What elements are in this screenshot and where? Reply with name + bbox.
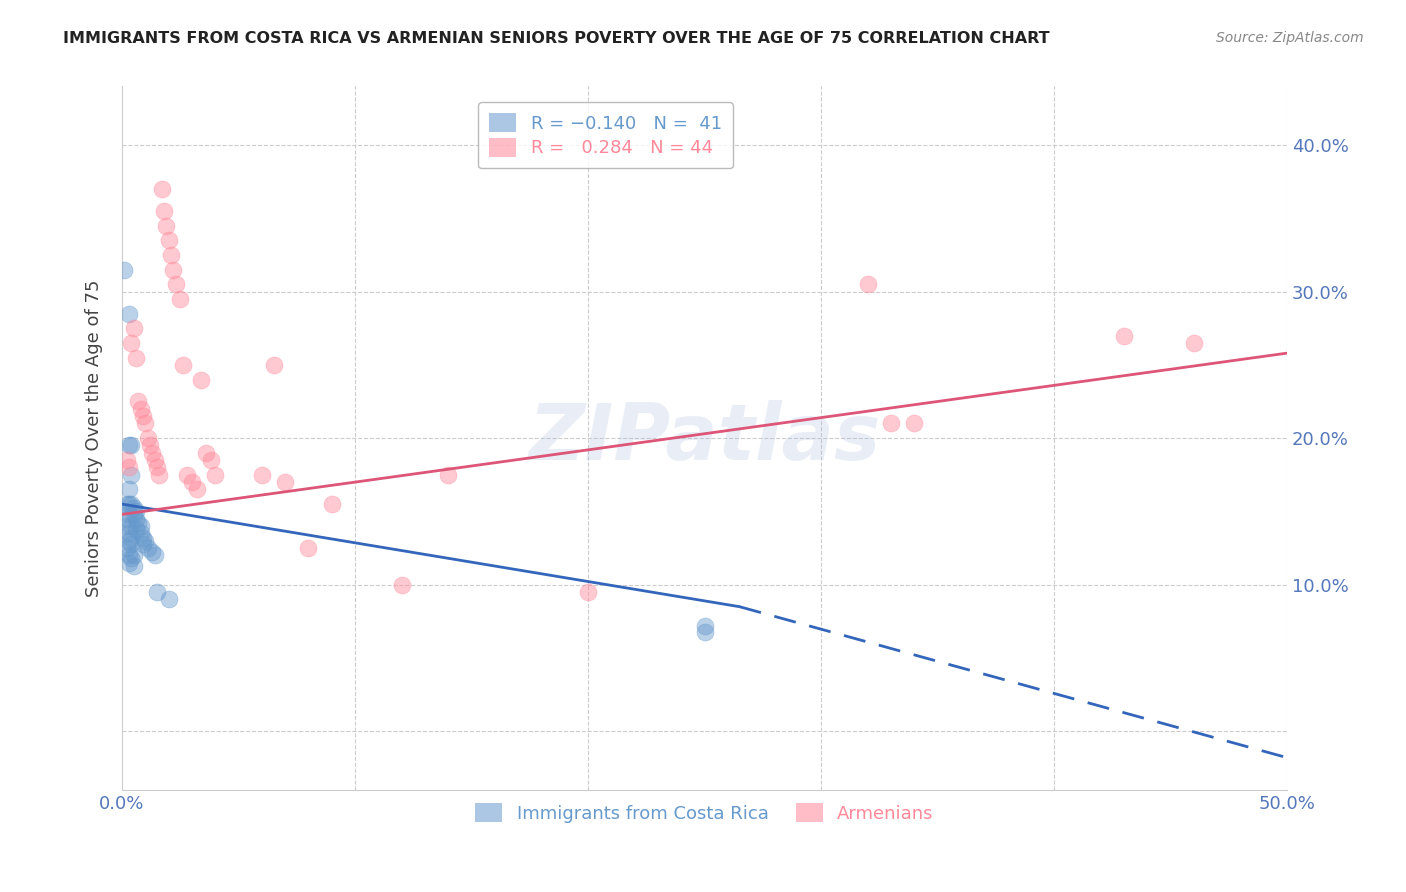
Point [194, 446, 217, 460]
Point [120, 335, 142, 350]
Point [122, 558, 145, 573]
Point [190, 372, 212, 386]
Point [134, 533, 156, 548]
Point [136, 431, 159, 445]
Point [693, 624, 716, 639]
Point [125, 351, 148, 365]
Point [1182, 335, 1205, 350]
Point [118, 549, 141, 563]
Point [125, 504, 148, 518]
Point [120, 497, 142, 511]
Point [165, 277, 187, 292]
Point [176, 467, 198, 482]
Point [153, 203, 176, 218]
Point [122, 501, 145, 516]
Point [274, 475, 297, 489]
Point [129, 519, 152, 533]
Point [120, 531, 142, 545]
Point [120, 551, 142, 566]
Point [880, 417, 903, 431]
Point [132, 409, 155, 424]
Point [118, 526, 141, 541]
Point [129, 401, 152, 416]
Point [118, 497, 141, 511]
Point [118, 556, 141, 570]
Point [200, 453, 222, 467]
Point [118, 483, 141, 497]
Point [155, 219, 177, 233]
Point [263, 358, 285, 372]
Point [162, 262, 184, 277]
Point [112, 262, 135, 277]
Text: Source: ZipAtlas.com: Source: ZipAtlas.com [1216, 31, 1364, 45]
Point [160, 248, 183, 262]
Point [150, 182, 173, 196]
Point [118, 508, 141, 522]
Point [903, 417, 925, 431]
Text: ZIPatlas: ZIPatlas [529, 401, 880, 476]
Point [115, 519, 138, 533]
Y-axis label: Seniors Poverty Over the Age of 75: Seniors Poverty Over the Age of 75 [86, 279, 103, 597]
Point [132, 531, 155, 545]
Point [250, 467, 273, 482]
Point [437, 467, 460, 482]
Point [118, 307, 141, 321]
Point [118, 533, 141, 548]
Point [115, 453, 138, 467]
Point [120, 536, 142, 550]
Point [391, 578, 413, 592]
Point [125, 512, 148, 526]
Point [1112, 328, 1135, 343]
Point [141, 446, 163, 460]
Point [157, 592, 180, 607]
Point [136, 541, 159, 555]
Point [122, 508, 145, 522]
Point [120, 467, 142, 482]
Text: IMMIGRANTS FROM COSTA RICA VS ARMENIAN SENIORS POVERTY OVER THE AGE OF 75 CORREL: IMMIGRANTS FROM COSTA RICA VS ARMENIAN S… [63, 31, 1050, 46]
Point [143, 453, 166, 467]
Point [120, 438, 142, 452]
Point [172, 358, 194, 372]
Point [204, 467, 226, 482]
Point [118, 438, 141, 452]
Point [139, 438, 162, 452]
Point [856, 277, 879, 292]
Point [146, 585, 169, 599]
Point [118, 460, 141, 475]
Point [125, 522, 148, 536]
Point [297, 541, 319, 555]
Point [186, 483, 208, 497]
Point [146, 460, 169, 475]
Point [127, 394, 149, 409]
Point [143, 549, 166, 563]
Point [122, 549, 145, 563]
Point [115, 541, 138, 555]
Legend: Immigrants from Costa Rica, Armenians: Immigrants from Costa Rica, Armenians [464, 793, 945, 834]
Point [181, 475, 204, 489]
Point [115, 497, 138, 511]
Point [141, 545, 163, 559]
Point [127, 516, 149, 530]
Point [157, 233, 180, 247]
Point [120, 519, 142, 533]
Point [129, 526, 152, 541]
Point [321, 497, 343, 511]
Point [132, 536, 155, 550]
Point [134, 417, 156, 431]
Point [169, 292, 191, 306]
Point [148, 467, 170, 482]
Point [693, 619, 716, 633]
Point [122, 321, 145, 335]
Point [115, 512, 138, 526]
Point [576, 585, 599, 599]
